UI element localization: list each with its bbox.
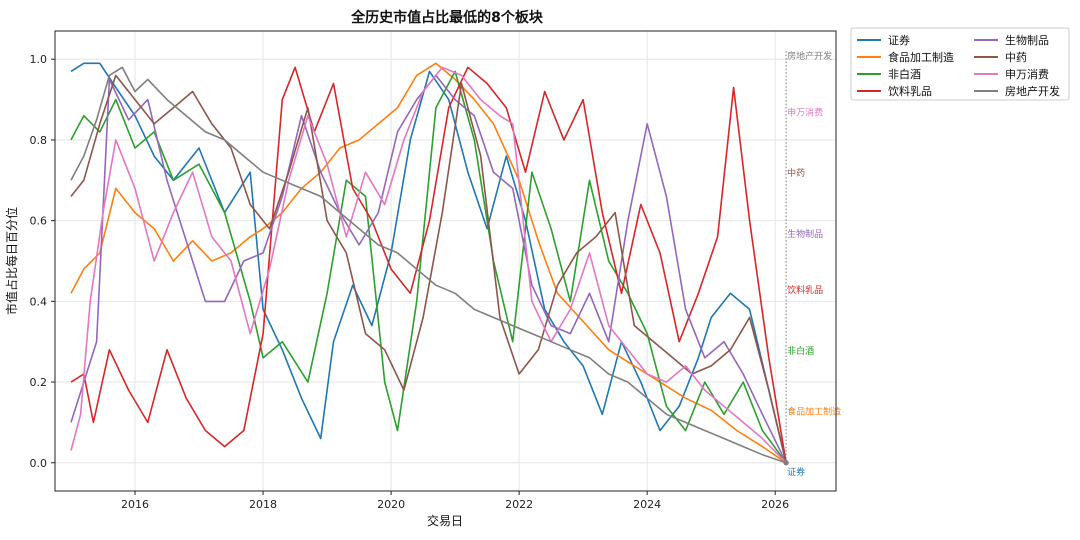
series-line xyxy=(70,66,787,464)
series-line xyxy=(70,66,787,463)
series-line xyxy=(70,66,787,464)
series-end-point xyxy=(783,460,789,466)
series-end-label: 非白酒 xyxy=(787,345,814,357)
y-tick-label: 0.2 xyxy=(30,376,48,389)
series-line xyxy=(70,62,787,463)
legend-label: 中药 xyxy=(1005,51,1027,64)
legend-label: 生物制品 xyxy=(1005,33,1049,47)
series-line xyxy=(70,74,787,463)
series-end-label: 房地产开发 xyxy=(787,50,832,62)
series-end-label: 生物制品 xyxy=(787,228,823,240)
y-axis-title: 市值占比每日百分位 xyxy=(4,207,19,315)
legend-label: 食品加工制造 xyxy=(888,50,954,64)
x-tick-label: 2022 xyxy=(505,498,533,511)
y-tick-label: 0.6 xyxy=(30,215,48,228)
y-tick-label: 0.8 xyxy=(30,134,48,147)
series-line xyxy=(70,70,787,464)
plot-frame xyxy=(54,30,837,492)
legend-label: 房地产开发 xyxy=(1005,84,1060,98)
series-lines xyxy=(70,62,787,464)
grid xyxy=(55,31,836,491)
series-line xyxy=(70,62,787,464)
y-tick-label: 0.4 xyxy=(30,295,48,308)
y-axis-ticks: 0.0 0.2 0.4 0.6 0.8 1.0 xyxy=(30,53,55,470)
x-axis-ticks: 2016 2018 2020 2022 2024 2026 xyxy=(121,491,789,511)
series-end-label: 饮料乳品 xyxy=(787,284,823,296)
x-axis-title: 交易日 xyxy=(427,513,463,528)
series-end-label: 中药 xyxy=(787,167,805,179)
series-end-label: 证券 xyxy=(787,466,805,478)
x-tick-label: 2016 xyxy=(121,498,149,511)
y-tick-label: 0.0 xyxy=(30,457,48,470)
series-line xyxy=(70,74,787,464)
x-tick-label: 2020 xyxy=(377,498,405,511)
legend-box xyxy=(850,27,1070,101)
series-end-label: 食品加工制造 xyxy=(787,405,841,417)
x-tick-label: 2018 xyxy=(249,498,277,511)
y-tick-label: 1.0 xyxy=(30,53,48,66)
series-end-label: 申万消费 xyxy=(787,107,823,119)
legend-label: 非白酒 xyxy=(888,67,921,81)
legend-label: 申万消费 xyxy=(1005,67,1049,81)
chart-title: 全历史市值占比最低的8个板块 xyxy=(350,9,544,26)
x-tick-label: 2026 xyxy=(761,498,789,511)
x-tick-label: 2024 xyxy=(633,498,661,511)
legend-label: 证券 xyxy=(888,33,910,47)
legend-label: 饮料乳品 xyxy=(888,84,932,98)
